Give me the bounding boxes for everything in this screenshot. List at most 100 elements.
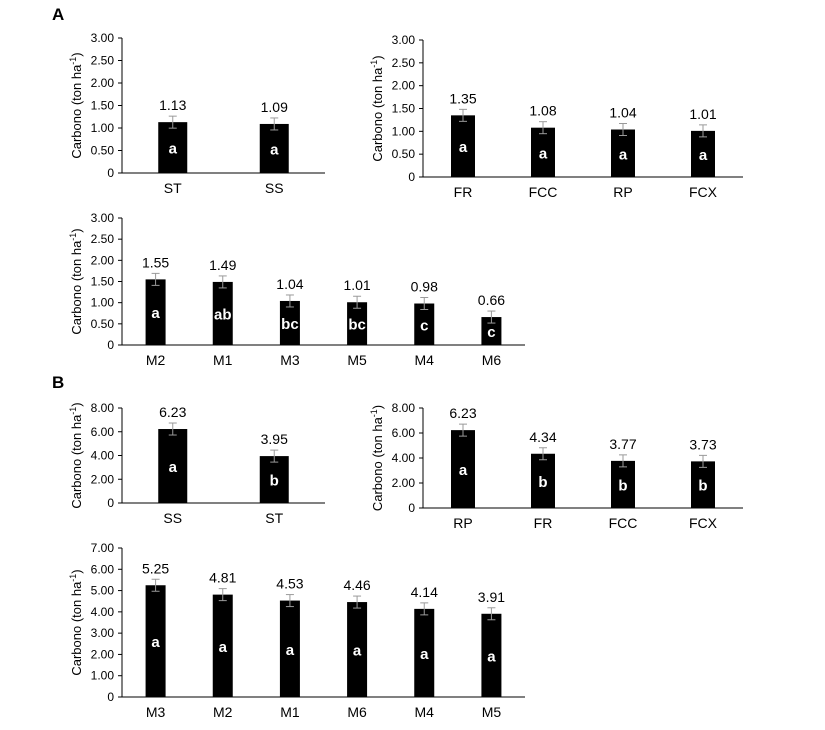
significance-letter: a [619,146,628,163]
significance-letter: a [459,462,468,479]
y-tick-label: 2.50 [91,232,115,246]
x-tick-label: RP [613,184,632,200]
data-label: 3.91 [478,589,505,605]
data-label: 5.25 [142,560,169,576]
x-tick-label: FCX [689,184,718,200]
significance-letter: a [487,648,496,665]
significance-letter: a [420,646,429,663]
x-tick-label: FCX [689,515,718,531]
y-tick-label: 1.00 [91,121,115,135]
chart-4: 0 2.00 4.00 6.00 8.00 Carbono (ton ha-1) 6.23 a… [68,401,325,526]
bar-st [259,456,289,503]
x-tick-label: M2 [213,704,233,720]
x-tick-label: ST [265,510,283,526]
data-label: 3.73 [689,436,716,452]
y-tick-label: 0 [408,170,415,184]
y-tick-label: 1.00 [91,669,115,683]
y-tick-label: 3.00 [91,211,115,225]
x-tick-label: M1 [280,704,300,720]
chart-1: 0 0.50 1.00 1.50 2.00 2.50 3.00 Carbono (ton ha… [68,31,325,196]
y-tick-label: 0 [107,690,114,704]
y-tick-label: 8.00 [91,401,115,415]
y-axis-label: Carbono (ton ha-1) [68,52,84,158]
y-axis-label: Carbono (ton ha-1) [68,569,84,675]
significance-letter: a [151,634,160,651]
bar-st [158,122,188,173]
data-label: 1.08 [529,103,556,119]
x-tick-label: FCC [529,184,558,200]
x-tick-label: M6 [482,352,502,368]
y-tick-label: 2.50 [392,56,416,70]
bar-fcc [531,127,555,177]
y-tick-label: 8.00 [392,401,416,415]
bar-m3 [279,300,300,345]
panel-label-a: A [52,5,64,24]
charts: 0 0.50 1.00 1.50 2.00 2.50 3.00 Carbono (ton ha… [68,31,743,720]
y-tick-label: 0 [107,338,114,352]
x-tick-label: ST [164,180,182,196]
data-label: 4.81 [209,570,236,586]
significance-letter: b [698,478,707,495]
bar-fcx [691,461,715,508]
y-tick-label: 4.00 [91,449,115,463]
data-label: 1.09 [261,99,288,115]
x-tick-label: M4 [415,352,435,368]
bar-m6 [481,317,502,345]
bar-ss [158,429,188,503]
bar-m4 [414,608,435,697]
panel-label-b: B [52,373,64,392]
x-tick-label: M1 [213,352,233,368]
bar-m5 [481,613,502,697]
data-label: 0.98 [411,279,438,295]
y-tick-label: 4.00 [392,451,416,465]
data-label: 1.04 [276,276,303,292]
data-label: 1.13 [159,97,186,113]
bar-fcc [611,460,635,508]
bar-m6 [347,602,368,697]
data-label: 3.95 [261,431,288,447]
bar-m3 [145,585,166,697]
x-tick-label: SS [163,510,182,526]
y-tick-label: 0.50 [91,144,115,158]
y-tick-label: 2.50 [91,54,115,68]
data-label: 4.53 [276,576,303,592]
significance-letter: a [169,459,178,476]
x-tick-label: RP [453,515,472,531]
x-tick-label: M3 [280,352,300,368]
x-tick-label: M4 [415,704,435,720]
significance-letter: ab [214,306,232,323]
y-tick-label: 0.50 [91,317,115,331]
significance-letter: bc [348,317,366,334]
bar-fr [451,115,475,177]
data-label: 1.49 [209,257,236,273]
significance-letter: c [420,317,428,334]
y-tick-label: 2.00 [91,76,115,90]
y-tick-label: 4.00 [91,605,115,619]
y-tick-label: 6.00 [91,425,115,439]
data-label: 6.23 [449,405,476,421]
y-axis-label: Carbono (ton ha-1) [369,55,385,161]
bar-fr [531,453,555,508]
x-tick-label: M3 [146,704,166,720]
chart-2: 0 0.50 1.00 1.50 2.00 2.50 3.00 Carbono (ton ha… [369,33,743,200]
y-tick-label: 2.00 [91,472,115,486]
bar-rp [451,430,475,508]
y-tick-label: 7.00 [91,541,115,555]
data-label: 4.34 [529,429,556,445]
x-tick-label: M5 [347,352,367,368]
significance-letter: b [538,474,547,491]
y-tick-label: 1.00 [392,124,416,138]
y-tick-label: 3.00 [91,31,115,45]
x-tick-label: SS [265,180,284,196]
bar-m2 [212,594,233,697]
y-tick-label: 2.00 [392,79,416,93]
x-tick-label: FCC [609,515,638,531]
y-tick-label: 6.00 [392,426,416,440]
y-tick-label: 0 [107,496,114,510]
significance-letter: a [151,305,160,322]
bar-fcx [691,130,715,177]
bar-rp [611,129,635,177]
data-label: 0.66 [478,292,505,308]
bar-m1 [279,600,300,697]
data-label: 1.04 [609,105,636,121]
